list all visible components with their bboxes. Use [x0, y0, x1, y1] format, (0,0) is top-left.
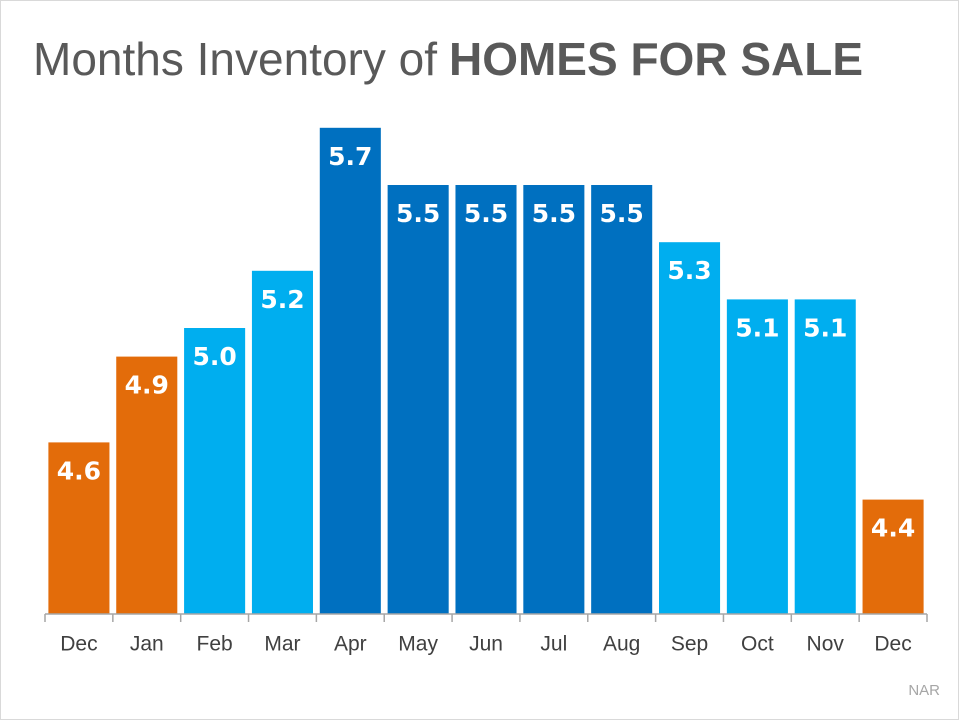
bar [659, 242, 721, 614]
value-label: 5.5 [532, 199, 576, 228]
bar [794, 299, 856, 614]
x-tick-label: Nov [807, 633, 845, 656]
source: NAR [908, 682, 940, 699]
bar [591, 185, 653, 614]
bar [184, 328, 246, 614]
chart-title: Months Inventory of HOMES FOR SALE [33, 33, 863, 85]
value-label: 4.4 [871, 514, 915, 543]
x-tick-label: Feb [197, 633, 233, 656]
value-label: 5.1 [803, 313, 847, 342]
bar [862, 499, 924, 614]
value-label: 5.5 [600, 199, 644, 228]
x-tick-label: Mar [264, 633, 300, 656]
value-label: 5.5 [396, 199, 440, 228]
value-label: 5.1 [735, 313, 779, 342]
value-label: 4.9 [125, 371, 169, 400]
title-main: Months Inventory of [33, 33, 437, 85]
x-tick-label: Aug [603, 633, 640, 656]
value-label: 5.0 [192, 342, 236, 371]
value-label: 4.6 [57, 456, 101, 485]
bar [48, 442, 110, 614]
bar [319, 127, 381, 615]
bar [116, 356, 178, 614]
x-tick-label: Apr [334, 633, 367, 656]
value-label: 5.5 [464, 199, 508, 228]
x-tick-label: Oct [741, 633, 774, 656]
value-label: 5.3 [667, 256, 711, 285]
bar [726, 299, 788, 614]
title-emphasis: HOMES FOR SALE [449, 33, 863, 85]
x-tick-label: Jun [469, 633, 503, 656]
x-tick-label: May [398, 633, 438, 656]
value-label: 5.7 [328, 142, 372, 171]
x-tick-label: Sep [671, 633, 708, 656]
x-tick-label: Dec [874, 633, 911, 656]
x-tick-label: Dec [60, 633, 97, 656]
x-tick-label: Jan [130, 633, 164, 656]
bar [387, 185, 449, 614]
value-label: 5.2 [260, 285, 304, 314]
bar [523, 185, 585, 614]
bar [251, 270, 313, 614]
bar [455, 185, 517, 614]
x-tick-label: Jul [540, 633, 567, 656]
